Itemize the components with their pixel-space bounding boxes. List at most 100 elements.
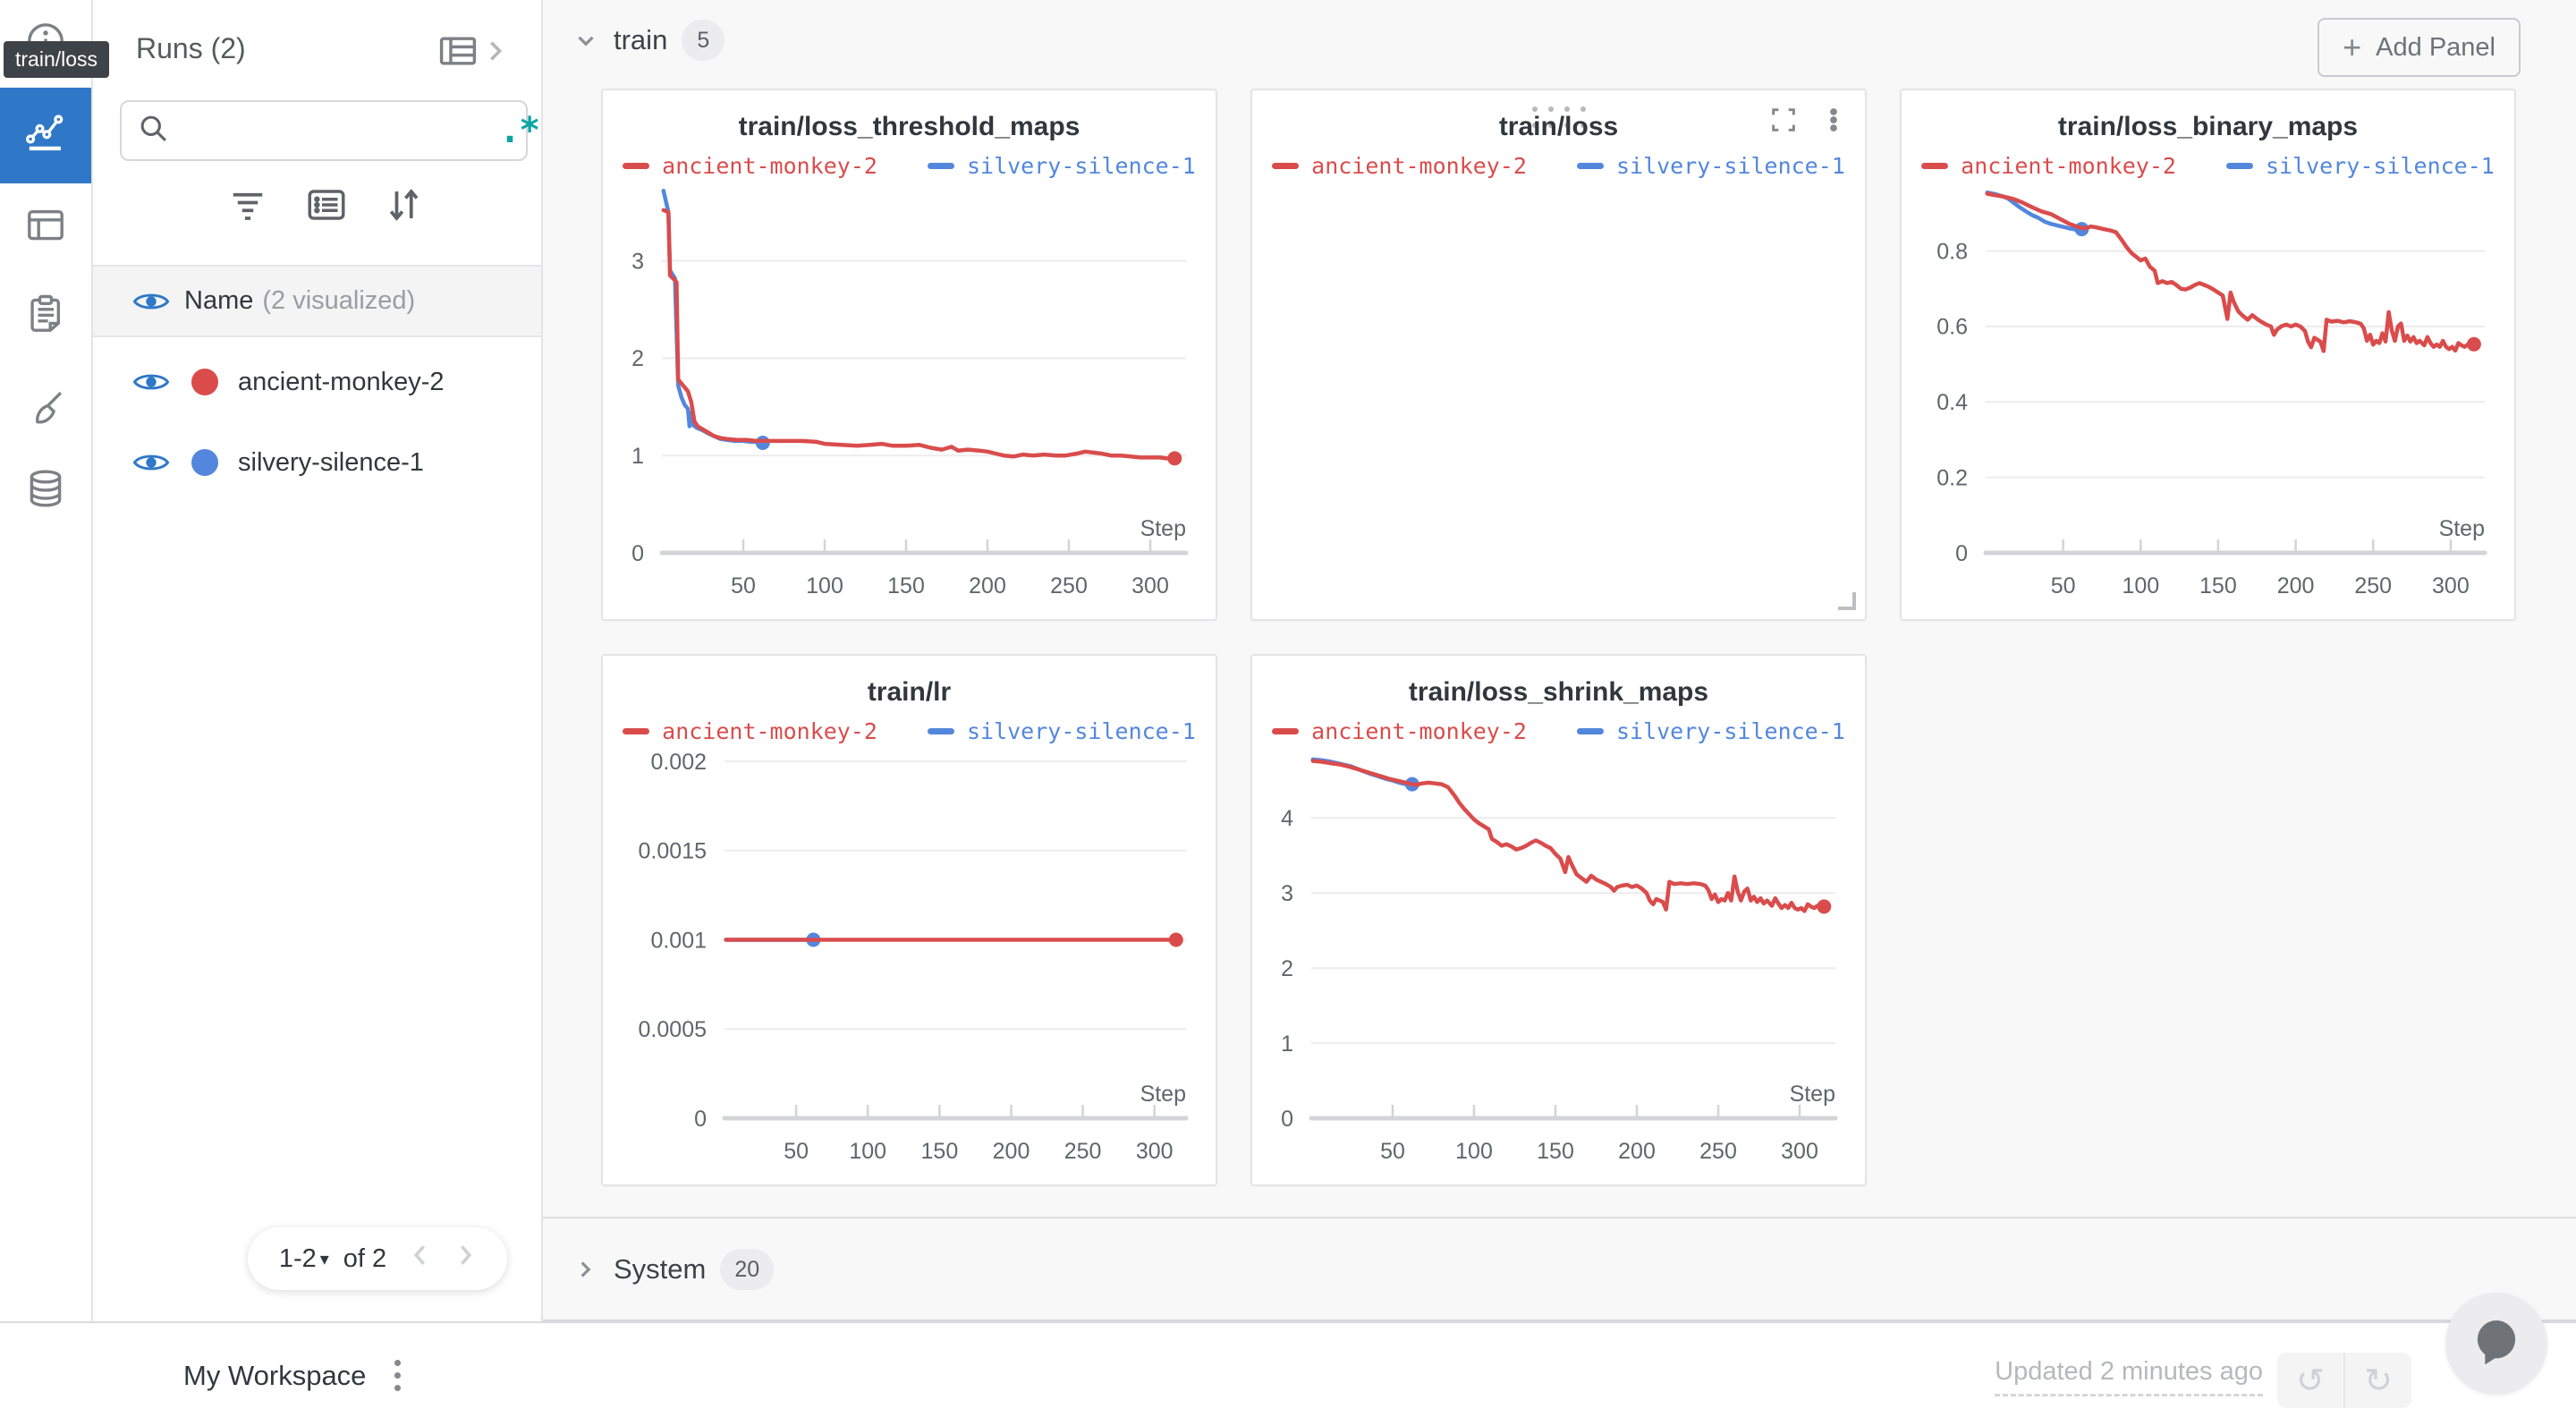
pagination-range[interactable]: 1-2 (278, 1244, 317, 1273)
rail-item-sweeps[interactable] (0, 367, 91, 453)
section-header-system[interactable]: System 20 (572, 1249, 775, 1290)
workspace-main: train 5 + Add Panel train/loss_threshold… (543, 0, 2576, 1321)
svg-text:50: 50 (2051, 573, 2076, 598)
legend-swatch (623, 162, 650, 169)
workspace-title: My Workspace (183, 1359, 367, 1391)
svg-text:300: 300 (1131, 573, 1169, 598)
rail-item-charts[interactable] (0, 88, 91, 183)
section-count-badge: 20 (720, 1249, 775, 1290)
runs-column-name[interactable]: Name (184, 286, 254, 315)
svg-text:250: 250 (1050, 573, 1088, 598)
pagination-next-button[interactable] (454, 1240, 476, 1277)
regex-toggle-icon[interactable]: .* (499, 110, 540, 151)
legend-item[interactable]: ancient-monkey-2 (1272, 718, 1527, 744)
legend-item[interactable]: silvery-silence-1 (927, 718, 1196, 744)
run-visibility-toggle[interactable] (132, 449, 172, 476)
pagination-of: of 2 (343, 1244, 387, 1273)
legend-item[interactable]: silvery-silence-1 (2225, 152, 2495, 179)
tooltip: train/loss (4, 41, 110, 78)
runs-table-toggle[interactable] (437, 32, 507, 74)
pagination-prev-button[interactable] (410, 1240, 431, 1277)
run-row[interactable]: ancient-monkey-2 (93, 342, 541, 422)
search-input[interactable] (182, 116, 499, 145)
legend-label: ancient-monkey-2 (1311, 717, 1527, 744)
legend-label: ancient-monkey-2 (662, 717, 877, 744)
legend-label: silvery-silence-1 (2265, 152, 2495, 179)
panel-title: train/loss (1498, 112, 1619, 141)
panel-legend: ancient-monkey-2 silvery-silence-1 (603, 713, 1216, 749)
chat-button[interactable] (2445, 1293, 2547, 1395)
svg-text:2: 2 (1281, 956, 1293, 981)
panel-card[interactable]: 0246850100150200250300Step train/loss an… (1250, 89, 2414, 621)
section-header-train[interactable]: train 5 (572, 20, 725, 61)
svg-text:3: 3 (631, 249, 644, 274)
legend-label: silvery-silence-1 (1615, 152, 1845, 179)
svg-text:0.001: 0.001 (650, 928, 707, 953)
sort-icon[interactable] (381, 182, 426, 232)
svg-text:0: 0 (1281, 1107, 1293, 1132)
panel-card[interactable]: train/loss_threshold_maps ancient-monkey… (601, 89, 1217, 621)
svg-text:0.8: 0.8 (1936, 239, 1968, 264)
panel-card[interactable]: train/loss_shrink_maps ancient-monkey-2 s… (1250, 654, 1867, 1186)
run-row[interactable]: silvery-silence-1 (93, 422, 541, 503)
legend-item[interactable]: ancient-monkey-2 (623, 153, 877, 179)
svg-text:250: 250 (2354, 573, 2392, 598)
panel-card[interactable]: train/loss_binary_maps ancient-monkey-2 s… (1900, 89, 2516, 621)
svg-text:150: 150 (921, 1139, 959, 1164)
panel-legend: ancient-monkey-2 silvery-silence-1 (1252, 713, 1865, 749)
workspace-menu-kebab-icon[interactable] (389, 1354, 406, 1396)
legend-item[interactable]: silvery-silence-1 (927, 153, 1196, 179)
panel-resize-handle[interactable] (1838, 592, 1856, 610)
run-name[interactable]: ancient-monkey-2 (238, 367, 445, 396)
updated-timestamp: Updated 2 minutes ago (1995, 1357, 2263, 1396)
rail-item-logs[interactable] (0, 273, 91, 359)
filter-icon[interactable] (225, 182, 270, 232)
svg-text:0.0005: 0.0005 (639, 1017, 707, 1042)
database-icon (22, 465, 69, 516)
svg-text:300: 300 (2432, 573, 2470, 598)
svg-text:50: 50 (784, 1139, 809, 1164)
panel-title: train/loss_binary_maps (2057, 112, 2359, 141)
legend-label: ancient-monkey-2 (662, 152, 877, 179)
svg-text:200: 200 (993, 1139, 1030, 1164)
chevron-right-icon (484, 32, 507, 74)
panel-legend: ancient-monkey-2 silvery-silence-1 (603, 148, 1216, 183)
rail-item-artifacts[interactable] (0, 447, 91, 533)
svg-text:100: 100 (1455, 1139, 1493, 1164)
legend-item[interactable]: silvery-silence-1 (1576, 718, 1845, 744)
legend-item[interactable]: silvery-silence-1 (1576, 152, 1845, 179)
runs-header: Runs (2) (93, 27, 541, 77)
svg-text:0: 0 (631, 541, 644, 566)
list-settings-icon[interactable] (304, 182, 349, 232)
svg-text:Step: Step (1790, 1082, 1835, 1107)
run-name[interactable]: silvery-silence-1 (238, 447, 424, 477)
undo-button[interactable]: ↺ (2277, 1353, 2345, 1408)
svg-text:Step: Step (2439, 516, 2485, 541)
panel-grid: train/loss_threshold_maps ancient-monkey… (601, 89, 2516, 1186)
undo-redo-group: ↺ ↻ (2277, 1353, 2411, 1408)
search-icon (138, 113, 170, 149)
legend-swatch (2225, 162, 2253, 169)
legend-label: ancient-monkey-2 (1961, 152, 2176, 179)
svg-text:100: 100 (2122, 573, 2159, 598)
redo-button[interactable]: ↻ (2364, 1361, 2393, 1400)
run-visibility-toggle[interactable] (132, 369, 172, 395)
clipboard-icon (22, 291, 69, 342)
panel-card[interactable]: train/lr ancient-monkey-2 silvery-silence… (601, 654, 1217, 1186)
add-panel-label: Add Panel (2376, 32, 2496, 62)
svg-text:150: 150 (887, 573, 925, 598)
panel-legend: ancient-monkey-2 silvery-silence-1 (1252, 148, 1865, 183)
pagination-caret-icon[interactable]: ▾ (319, 1249, 329, 1269)
drag-handle-icon[interactable] (1531, 106, 1586, 128)
add-panel-button[interactable]: + Add Panel (2318, 18, 2521, 77)
left-rail (0, 0, 93, 1321)
legend-item[interactable]: ancient-monkey-2 (1921, 153, 2176, 179)
visibility-all-toggle[interactable] (132, 288, 172, 315)
panel-kebab-icon[interactable] (1818, 105, 1849, 140)
rail-item-panels[interactable] (0, 183, 91, 269)
fullscreen-icon[interactable] (1768, 105, 1799, 140)
svg-text:4: 4 (1281, 806, 1293, 831)
footer-bar: My Workspace Updated 2 minutes ago ↺ ↻ (0, 1293, 2576, 1426)
legend-item[interactable]: ancient-monkey-2 (1272, 153, 1527, 179)
legend-item[interactable]: ancient-monkey-2 (623, 718, 877, 744)
